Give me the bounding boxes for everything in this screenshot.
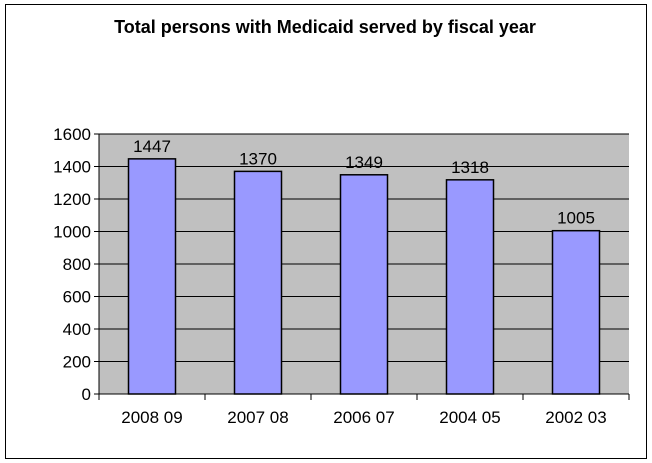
y-tick-label: 200 <box>63 353 91 372</box>
y-tick-label: 1600 <box>53 125 91 144</box>
bar <box>551 229 601 395</box>
data-label: 1447 <box>133 137 171 156</box>
data-label: 1370 <box>239 149 277 168</box>
y-tick-label: 0 <box>82 385 91 404</box>
x-tick-label: 2004 05 <box>439 408 500 427</box>
y-tick-label: 400 <box>63 320 91 339</box>
y-tick-label: 1400 <box>53 158 91 177</box>
data-label: 1318 <box>451 158 489 177</box>
data-label: 1005 <box>557 209 595 228</box>
bar <box>339 174 389 395</box>
y-tick-label: 1000 <box>53 223 91 242</box>
y-tick-label: 1200 <box>53 190 91 209</box>
y-tick-label: 600 <box>63 288 91 307</box>
x-tick-label: 2007 08 <box>227 408 288 427</box>
x-tick-label: 2006 07 <box>333 408 394 427</box>
y-tick-label: 800 <box>63 255 91 274</box>
bar <box>127 158 177 395</box>
bar <box>233 170 283 395</box>
x-tick-label: 2008 09 <box>121 408 182 427</box>
chart-title: Total persons with Medicaid served by fi… <box>114 17 536 37</box>
data-label: 1349 <box>345 153 383 172</box>
bar <box>445 179 495 395</box>
x-tick-label: 2002 03 <box>545 408 606 427</box>
